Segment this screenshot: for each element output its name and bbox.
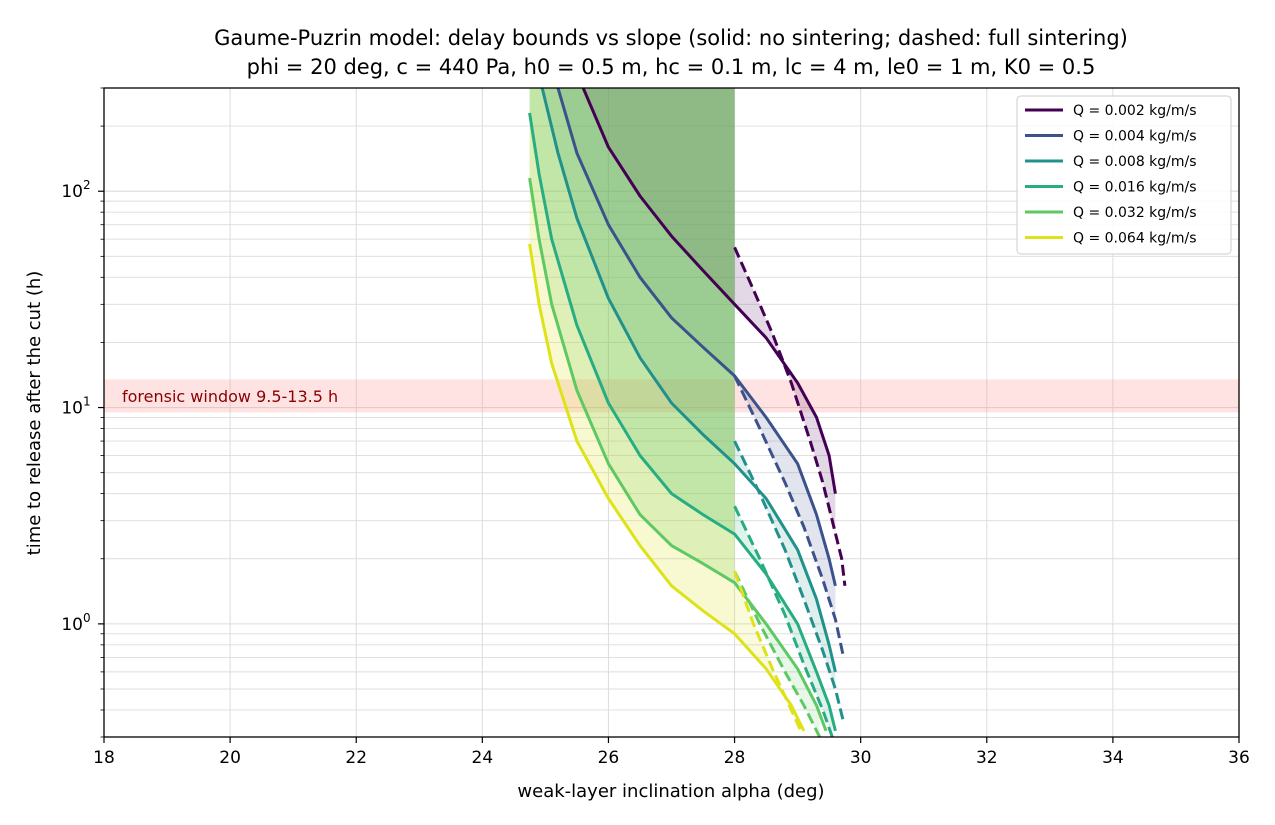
x-tick-label: 30 [850,748,872,768]
series-sintering-band [734,571,801,731]
series-sintering-band [734,441,836,689]
y-axis-label: time to release after the cut (h) [24,271,45,556]
series-line-dashed [733,440,845,721]
axes: 18 20 22 24 26 28 30 32 34 36 100 101 102 [61,87,1250,768]
x-tick-label: 24 [472,748,494,768]
series-band [529,88,735,464]
legend-entry: Q = 0.008 kg/m/s [1073,154,1197,170]
x-tick-label: 22 [345,748,367,768]
series-line-solid [528,177,828,732]
series-band [529,88,735,535]
forensic-window-band [104,379,1239,413]
series-sintering-band [734,247,836,534]
series-line-solid [528,112,837,732]
chart-subtitle: phi = 20 deg, c = 440 Pa, h0 = 0.5 m, hc… [247,55,1096,79]
series-line-solid [581,88,837,494]
forensic-window-label: forensic window 9.5-13.5 h [122,387,338,406]
series-line-solid [556,88,837,587]
y-tick-label: 100 [61,611,90,635]
plot-frame [103,87,1240,738]
x-tick-label: 28 [724,748,746,768]
series-lines [528,88,847,737]
legend-entry: Q = 0.032 kg/m/s [1073,205,1197,221]
x-tick-label: 20 [219,748,241,768]
x-tick-label: 26 [598,748,620,768]
x-tick-label: 36 [1228,748,1250,768]
legend-box [1016,95,1232,255]
series-line-dashed [733,246,847,586]
series-line-dashed [733,505,834,737]
legend-entry: Q = 0.004 kg/m/s [1073,129,1197,145]
legend-entry: Q = 0.002 kg/m/s [1073,103,1197,119]
series-line-dashed [733,570,803,732]
series-line-solid [528,243,806,732]
x-tick-label: 18 [93,748,115,768]
series-band [529,88,735,583]
legend-entry: Q = 0.016 kg/m/s [1073,180,1197,196]
series-line-dashed [733,375,845,656]
series-line-dashed [733,570,822,737]
y-tick-label: 102 [61,178,90,202]
x-tick-label: 32 [976,748,998,768]
legend-entry: Q = 0.064 kg/m/s [1073,231,1197,247]
y-tick-label: 101 [61,395,90,419]
x-axis-label: weak-layer inclination alpha (deg) [517,781,824,802]
x-tick-label: 34 [1102,748,1124,768]
chart-title: Gaume-Puzrin model: delay bounds vs slop… [214,26,1128,50]
legend: Q = 0.002 kg/m/s Q = 0.004 kg/m/s Q = 0.00… [1016,95,1232,255]
forensic-window: forensic window 9.5-13.5 h [104,379,1239,413]
series-band [529,88,735,305]
series-line-solid [540,88,837,673]
